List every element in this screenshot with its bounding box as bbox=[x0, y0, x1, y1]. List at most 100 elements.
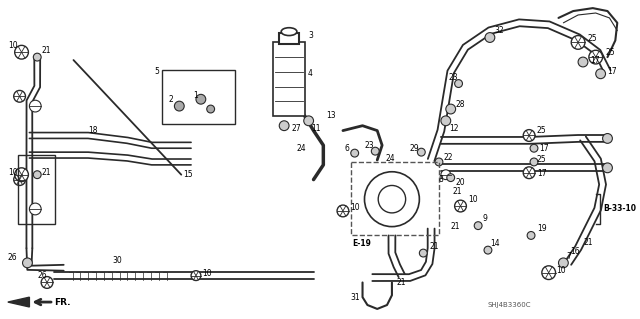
Text: 17: 17 bbox=[539, 144, 548, 153]
Text: 27: 27 bbox=[291, 124, 301, 133]
Circle shape bbox=[279, 121, 289, 130]
Circle shape bbox=[371, 147, 379, 155]
Circle shape bbox=[435, 158, 443, 166]
Text: 10: 10 bbox=[8, 41, 17, 50]
Text: 26: 26 bbox=[37, 271, 47, 280]
Text: 19: 19 bbox=[537, 224, 547, 233]
Circle shape bbox=[530, 158, 538, 166]
Circle shape bbox=[191, 271, 201, 280]
Circle shape bbox=[527, 232, 535, 239]
Text: 9: 9 bbox=[482, 214, 487, 223]
Text: 21: 21 bbox=[41, 46, 51, 55]
Circle shape bbox=[603, 134, 612, 143]
Text: 10: 10 bbox=[350, 203, 360, 211]
Text: FR.: FR. bbox=[54, 298, 70, 307]
Text: 21: 21 bbox=[397, 278, 406, 287]
Text: 28: 28 bbox=[456, 100, 465, 109]
Circle shape bbox=[589, 50, 603, 64]
Text: 1: 1 bbox=[193, 91, 198, 100]
Circle shape bbox=[41, 277, 53, 288]
Circle shape bbox=[419, 249, 427, 257]
Text: 7: 7 bbox=[566, 251, 572, 261]
Circle shape bbox=[454, 200, 467, 212]
Text: 15: 15 bbox=[183, 170, 193, 179]
Text: 29: 29 bbox=[410, 144, 419, 153]
Circle shape bbox=[524, 130, 535, 141]
Circle shape bbox=[559, 258, 568, 268]
Circle shape bbox=[33, 171, 41, 179]
Text: 8: 8 bbox=[439, 175, 444, 184]
Text: 13: 13 bbox=[326, 111, 336, 120]
Circle shape bbox=[196, 94, 206, 104]
Text: 23: 23 bbox=[449, 73, 458, 82]
Text: 32: 32 bbox=[495, 26, 504, 35]
Circle shape bbox=[603, 163, 612, 173]
Circle shape bbox=[447, 174, 454, 182]
Text: 21: 21 bbox=[452, 187, 462, 196]
Circle shape bbox=[441, 116, 451, 126]
Text: 23: 23 bbox=[365, 141, 374, 150]
Text: 25: 25 bbox=[605, 48, 615, 57]
Circle shape bbox=[485, 33, 495, 42]
Bar bbox=[18, 155, 55, 224]
Text: 25: 25 bbox=[588, 34, 598, 43]
Circle shape bbox=[441, 170, 451, 180]
Circle shape bbox=[15, 45, 28, 59]
Text: 25: 25 bbox=[537, 155, 547, 165]
Text: 10: 10 bbox=[468, 195, 478, 204]
Circle shape bbox=[22, 258, 33, 268]
Circle shape bbox=[530, 144, 538, 152]
Text: 18: 18 bbox=[88, 126, 98, 135]
Text: B-33-10: B-33-10 bbox=[604, 204, 637, 213]
Text: 2: 2 bbox=[168, 95, 173, 104]
Text: 10: 10 bbox=[202, 269, 211, 278]
Text: 16: 16 bbox=[570, 247, 580, 256]
Ellipse shape bbox=[281, 28, 297, 35]
Circle shape bbox=[13, 174, 26, 185]
Text: 25: 25 bbox=[537, 126, 547, 135]
Circle shape bbox=[542, 266, 556, 279]
Circle shape bbox=[351, 149, 358, 157]
Text: 20: 20 bbox=[456, 178, 465, 187]
Text: 5: 5 bbox=[155, 67, 160, 76]
Circle shape bbox=[596, 69, 605, 79]
Text: 12: 12 bbox=[449, 124, 458, 133]
Circle shape bbox=[578, 57, 588, 67]
Text: 31: 31 bbox=[351, 293, 360, 302]
Circle shape bbox=[484, 246, 492, 254]
Text: 22: 22 bbox=[444, 152, 453, 161]
Text: 17: 17 bbox=[590, 56, 600, 64]
Circle shape bbox=[417, 148, 425, 156]
Text: 17: 17 bbox=[607, 67, 617, 76]
Text: 10: 10 bbox=[557, 266, 566, 275]
Text: SHJ4B3360C: SHJ4B3360C bbox=[488, 302, 531, 308]
Text: 30: 30 bbox=[113, 256, 122, 265]
Polygon shape bbox=[8, 297, 29, 307]
Circle shape bbox=[572, 35, 585, 49]
Circle shape bbox=[29, 203, 41, 215]
Circle shape bbox=[15, 168, 28, 182]
Bar bbox=[279, 33, 299, 44]
Text: 21: 21 bbox=[451, 222, 460, 231]
Circle shape bbox=[33, 53, 41, 61]
Circle shape bbox=[29, 100, 41, 112]
Text: E-19: E-19 bbox=[353, 239, 372, 248]
Text: 21: 21 bbox=[584, 238, 593, 247]
Circle shape bbox=[175, 101, 184, 111]
Text: 3: 3 bbox=[308, 31, 314, 40]
Text: 26: 26 bbox=[8, 254, 17, 263]
Bar bbox=[273, 42, 305, 116]
Text: 6: 6 bbox=[345, 144, 350, 153]
Circle shape bbox=[207, 105, 214, 113]
Text: 24: 24 bbox=[297, 144, 307, 153]
Circle shape bbox=[524, 167, 535, 179]
Bar bbox=[351, 162, 439, 235]
Circle shape bbox=[337, 205, 349, 217]
Circle shape bbox=[304, 116, 314, 126]
Text: 21: 21 bbox=[41, 168, 51, 177]
Bar bbox=[162, 70, 235, 124]
Text: 11: 11 bbox=[312, 124, 321, 133]
Text: 21: 21 bbox=[429, 242, 438, 251]
Circle shape bbox=[474, 222, 482, 230]
Circle shape bbox=[446, 104, 456, 114]
